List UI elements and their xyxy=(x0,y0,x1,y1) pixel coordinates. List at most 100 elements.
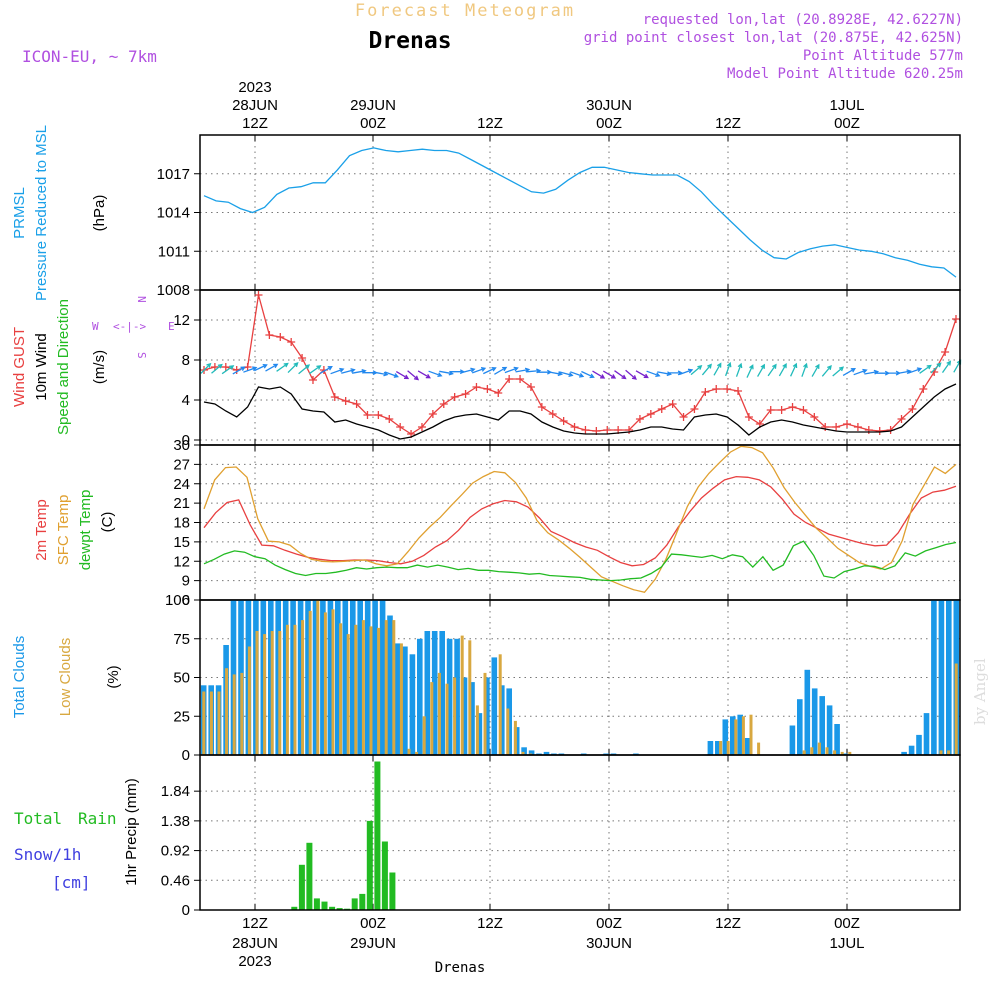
ytick-label: 12 xyxy=(173,312,190,329)
wind-arrow xyxy=(319,366,333,374)
requested-coords: requested lon,lat (20.8928E, 42.6227N) xyxy=(643,12,963,28)
bar-low-clouds xyxy=(468,640,472,755)
bar-total-clouds xyxy=(715,741,721,755)
top-time-label: 28JUN xyxy=(232,97,278,114)
gust-point xyxy=(221,363,230,371)
bottom-time-label: 12Z xyxy=(477,915,503,932)
bar-total-clouds xyxy=(826,705,833,755)
panel-precip: 0 0.46 0.92 1.38 1.84 xyxy=(161,754,961,919)
ytick-label: 12 xyxy=(173,553,190,570)
bar-low-clouds xyxy=(323,612,327,755)
ytick-label: 0 xyxy=(182,747,190,764)
wind-arrow xyxy=(221,365,235,375)
gust-point xyxy=(548,410,557,418)
bar-low-clouds xyxy=(757,742,761,755)
bar-low-clouds xyxy=(848,751,852,755)
wind-arrow xyxy=(483,366,497,375)
bar-rain xyxy=(313,898,320,910)
wind-arrow xyxy=(941,360,952,373)
panel-frame xyxy=(199,754,961,911)
bar-low-clouds xyxy=(278,631,282,755)
precip-unit-label: 1hr Precip (mm) xyxy=(123,778,140,886)
bar-total-clouds xyxy=(789,725,796,755)
gust-point xyxy=(494,389,503,397)
gust-point xyxy=(723,385,732,393)
compass-rose: N E S W <-|-> xyxy=(92,296,175,359)
wind-arrow xyxy=(919,364,932,374)
top-time-label: 1JUL xyxy=(829,97,864,114)
wind-arrow xyxy=(581,370,595,379)
compass-arrows: <-|-> xyxy=(113,320,146,333)
bar-total-clouds xyxy=(834,724,840,755)
wind-arrow xyxy=(308,365,322,375)
bar-total-clouds xyxy=(543,751,550,755)
wind-arrow xyxy=(930,362,942,374)
bar-total-clouds xyxy=(521,747,527,756)
wind-arrow xyxy=(614,370,627,380)
gust-point xyxy=(679,413,688,421)
bar-total-clouds xyxy=(342,600,349,755)
wind-arrow xyxy=(407,370,420,381)
ytick-label: 30 xyxy=(173,437,190,454)
ytick-label: 100 xyxy=(165,592,190,609)
bar-total-clouds xyxy=(797,699,803,755)
gust-point xyxy=(744,413,753,421)
gust-point xyxy=(308,376,317,384)
bottom-time-label: 2023 xyxy=(238,953,271,970)
bar-rain xyxy=(298,864,305,910)
wind-arrow xyxy=(646,370,661,378)
bar-low-clouds xyxy=(453,677,457,755)
bar-low-clouds xyxy=(817,742,821,755)
wind-arrow xyxy=(200,362,212,374)
bar-total-clouds xyxy=(364,600,371,755)
bar-total-clouds xyxy=(722,719,729,755)
bar-total-clouds xyxy=(946,600,952,755)
gust-point xyxy=(537,403,546,411)
wind-arrow xyxy=(790,362,798,377)
wind-arrow xyxy=(679,368,694,376)
bar-total-clouds xyxy=(275,600,281,755)
bar-total-clouds xyxy=(484,677,490,755)
ytick-label: 6 xyxy=(182,592,190,609)
gust-point xyxy=(864,426,873,434)
wind-arrow xyxy=(842,368,856,376)
wind-arrow xyxy=(746,364,754,378)
bar-total-clouds xyxy=(290,600,296,755)
bar-low-clouds xyxy=(270,631,274,755)
bar-total-clouds xyxy=(916,734,922,755)
bar-low-clouds xyxy=(802,750,806,755)
gust-point xyxy=(766,406,775,414)
bar-total-clouds xyxy=(350,600,356,755)
ytick-label: 1.84 xyxy=(161,783,190,800)
bar-total-clouds xyxy=(372,600,378,755)
bar-low-clouds xyxy=(232,674,236,755)
gust-point xyxy=(287,338,296,346)
gust-point xyxy=(516,375,525,383)
bar-total-clouds xyxy=(804,669,811,756)
bar-low-clouds xyxy=(719,741,723,755)
bar-total-clouds xyxy=(901,751,907,755)
gust-point xyxy=(298,354,307,362)
bar-low-clouds xyxy=(301,620,305,755)
bar-total-clouds xyxy=(282,600,289,755)
bar-total-clouds xyxy=(730,716,736,756)
bar-low-clouds xyxy=(437,672,441,755)
bar-low-clouds xyxy=(407,748,411,755)
wind-arrow xyxy=(287,362,299,374)
ytick-label: 24 xyxy=(173,476,190,493)
bottom-time-label: 12Z xyxy=(715,915,741,932)
gust-point xyxy=(853,423,862,431)
gust-point xyxy=(417,423,426,431)
bottom-time-label: 00Z xyxy=(360,915,386,932)
wind-arrow xyxy=(276,362,289,372)
wind-arrow xyxy=(494,366,508,375)
sfc-temp-label: SFC Temp xyxy=(55,495,72,566)
bar-total-clouds xyxy=(424,631,431,755)
ytick-label: 1017 xyxy=(157,166,190,183)
gust-point xyxy=(843,420,852,428)
temp-legend: 2m Temp SFC Temp dewpt Temp (C) xyxy=(33,490,116,571)
bar-low-clouds xyxy=(825,747,829,756)
bar-total-clouds xyxy=(491,657,498,755)
wind-arrow xyxy=(243,366,258,373)
